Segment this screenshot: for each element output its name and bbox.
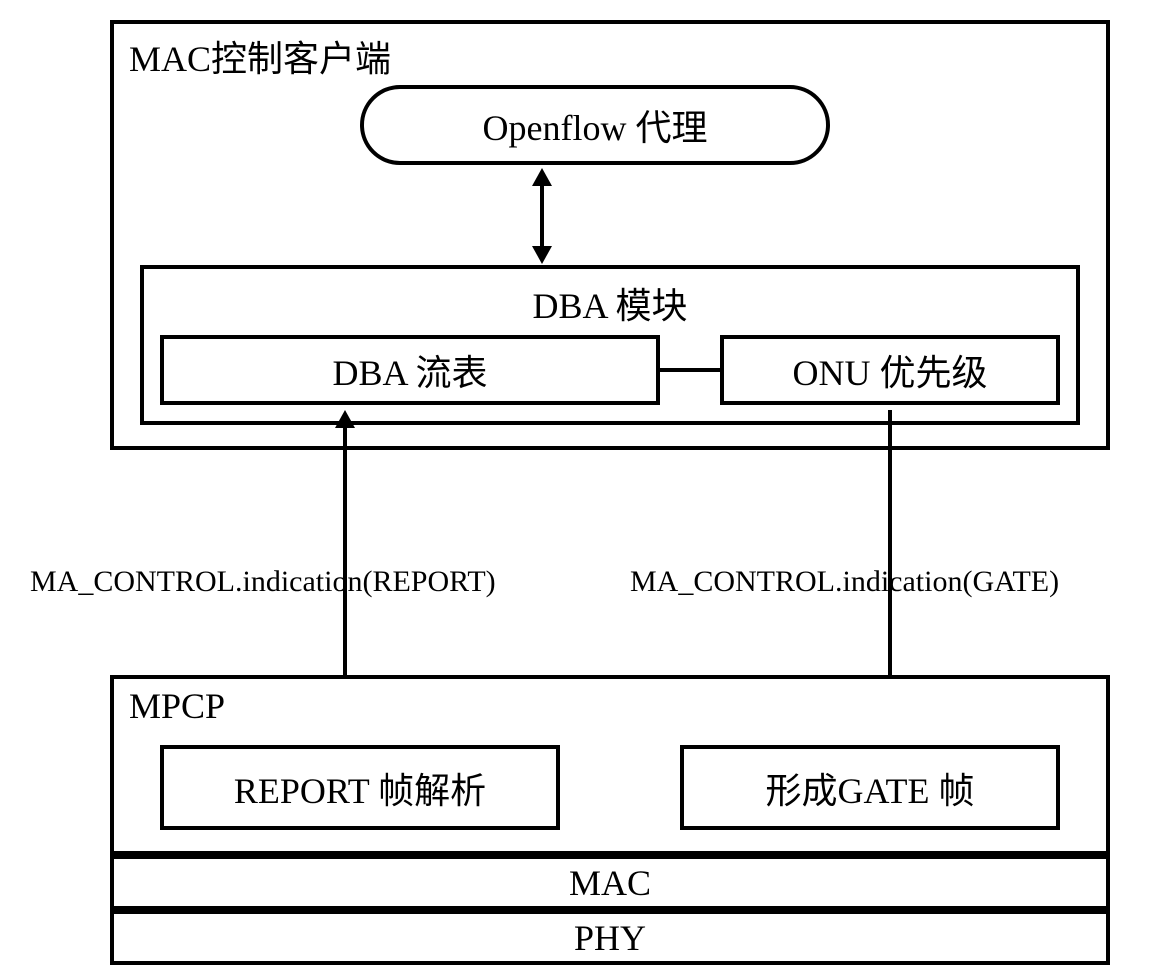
mpcp-title: MPCP: [129, 685, 225, 727]
dba-module-title: DBA 模块: [144, 277, 1076, 329]
phy-layer-label: PHY: [574, 917, 646, 959]
report-parse-box: REPORT 帧解析: [160, 745, 560, 830]
onu-priority-label: ONU 优先级: [793, 344, 988, 396]
mac-layer-box: MAC: [110, 855, 1110, 910]
gate-form-label: 形成GATE 帧: [766, 762, 975, 814]
phy-layer-box: PHY: [110, 910, 1110, 965]
dba-flow-label: DBA 流表: [332, 344, 487, 396]
report-parse-label: REPORT 帧解析: [234, 762, 486, 814]
openflow-label: Openflow 代理: [483, 99, 708, 151]
onu-priority-box: ONU 优先级: [720, 335, 1060, 405]
mac-client-title: MAC控制客户端: [129, 30, 391, 82]
label-gate: MA_CONTROL.indication(GATE): [630, 565, 1059, 599]
gate-form-box: 形成GATE 帧: [680, 745, 1060, 830]
label-report: MA_CONTROL.indication(REPORT): [30, 565, 496, 599]
openflow-box: Openflow 代理: [360, 85, 830, 165]
arrow-openflow-dba: [542, 168, 582, 268]
dba-flow-box: DBA 流表: [160, 335, 660, 405]
mac-layer-label: MAC: [569, 862, 651, 904]
connector-dba-onu: [660, 368, 720, 376]
